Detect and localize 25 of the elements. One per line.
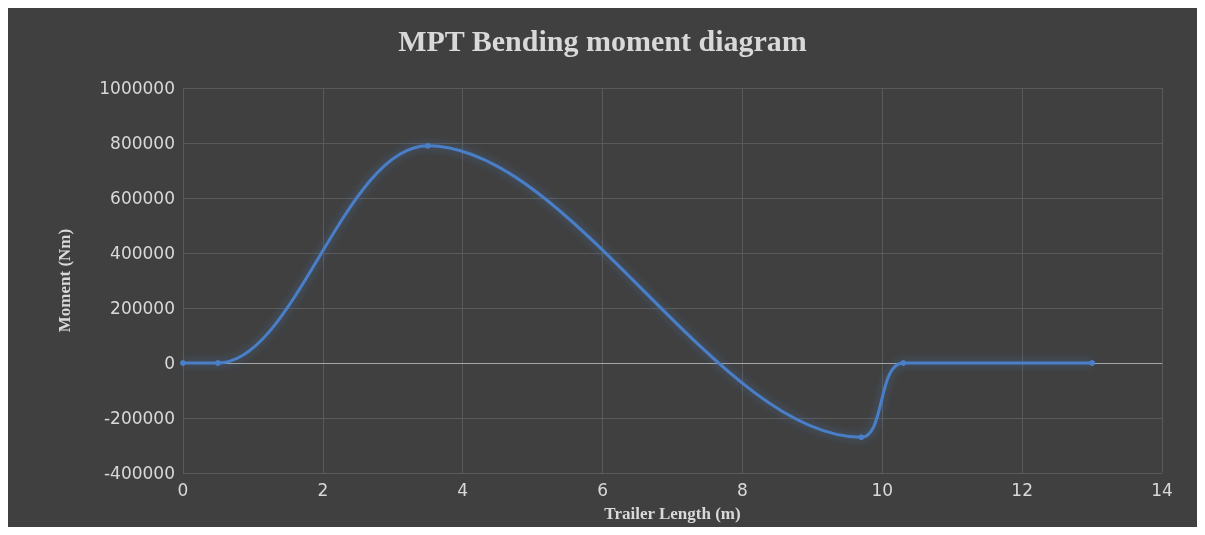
y-tick-label: 200000 — [110, 298, 175, 318]
x-tick-label: 8 — [737, 479, 748, 500]
point — [180, 360, 186, 366]
chart-title: MPT Bending moment diagram — [398, 23, 807, 57]
y-axis-title: Moment (Nm) — [55, 228, 74, 333]
x-tick-label: 14 — [1151, 479, 1173, 500]
point — [424, 142, 431, 149]
y-tick-label: -400000 — [103, 463, 175, 483]
y-tick-label: 0 — [164, 353, 175, 373]
point — [1089, 360, 1096, 366]
point — [900, 360, 907, 366]
y-tick-label: 400000 — [110, 243, 175, 263]
x-tick-label: 12 — [1011, 479, 1033, 500]
x-tick-label: 4 — [457, 479, 469, 500]
x-tick-label: 6 — [597, 479, 608, 500]
y-tick-label: 600000 — [110, 188, 175, 208]
x-tick-label: 2 — [317, 479, 329, 500]
y-tick-label: -200000 — [103, 408, 175, 428]
y-tick-label: 1000000 — [99, 78, 175, 98]
point — [858, 434, 865, 441]
y-tick-label: 800000 — [110, 133, 175, 153]
point — [214, 360, 221, 366]
x-tick-label: 10 — [871, 479, 894, 500]
x-axis-title: Trailer Length (m) — [604, 504, 741, 523]
x-tick-label: 0 — [177, 479, 189, 500]
